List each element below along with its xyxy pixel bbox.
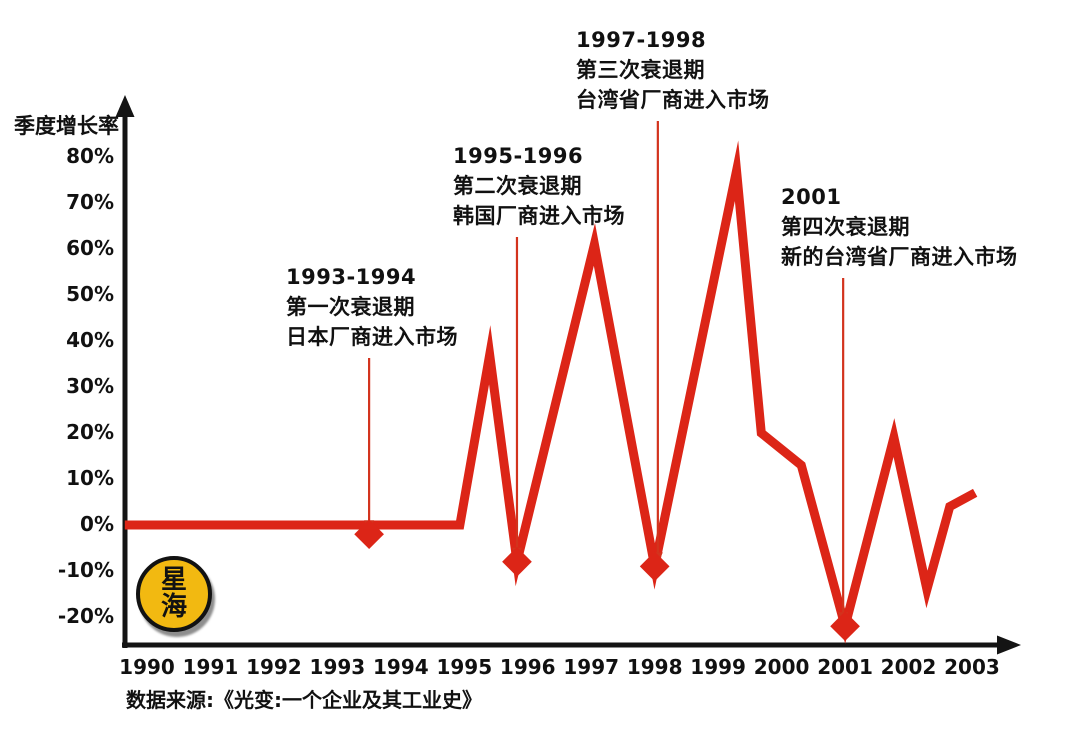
x-tick-label: 1998 [626, 655, 683, 679]
axes [115, 95, 1021, 655]
x-tick-label: 1995 [436, 655, 493, 679]
y-axis-arrowhead-icon [115, 95, 135, 117]
x-tick-label: 1994 [372, 655, 429, 679]
x-tick-label: 1991 [182, 655, 239, 679]
x-tick-label: 1997 [563, 655, 620, 679]
annotation-line: 新的台湾省厂商进入市场 [781, 245, 1018, 269]
x-tick-label: 1993 [309, 655, 366, 679]
y-tick-label: 10% [66, 466, 114, 490]
x-tick-label: 1992 [246, 655, 302, 679]
y-tick-label: 30% [66, 374, 114, 398]
annotation-block-3: 1997-1998 第三次衰退期台湾省厂商进入市场 [576, 25, 770, 115]
y-tick-label: 50% [66, 282, 114, 306]
annotation-block-2: 1995-1996 第二次衰退期韩国厂商进入市场 [453, 141, 625, 231]
x-tick-label: 2002 [880, 655, 937, 679]
y-tick-label: 40% [66, 328, 114, 352]
growth-rate-line [124, 140, 978, 644]
data-source: 数据来源:《光变:一个企业及其工业史》 [126, 688, 482, 712]
recession-diamond-marker [502, 546, 532, 577]
x-tick-label: 2001 [817, 655, 873, 679]
x-tick-label: 1990 [119, 655, 175, 679]
annotation-line: 第三次衰退期 [576, 58, 705, 82]
recession-diamond-marker [830, 611, 860, 642]
annotation-line: 日本厂商进入市场 [286, 325, 458, 349]
x-tick-label: 1999 [690, 655, 746, 679]
y-tick-label: -10% [57, 558, 114, 582]
annotation-line: 第四次衰退期 [781, 215, 910, 239]
x-tick-label: 2003 [944, 655, 1000, 679]
recession-diamond-marker [639, 551, 670, 582]
annotation-line: 1997-1998 [576, 28, 707, 52]
series-line [124, 140, 978, 644]
y-axis-title: 季度增长率 [14, 114, 119, 138]
annotation-line: 1995-1996 [453, 144, 584, 168]
annotation-line: 台湾省厂商进入市场 [576, 88, 770, 112]
y-tick-label: -20% [57, 604, 114, 628]
xinghai-logo: 星 海 [136, 556, 212, 632]
recession-markers [354, 519, 860, 642]
y-tick-label: 20% [66, 420, 114, 444]
x-tick-label: 1996 [499, 655, 556, 679]
annotation-line: 第二次衰退期 [453, 174, 582, 198]
annotation-line: 第一次衰退期 [286, 295, 415, 319]
annotation-line: 2001 [781, 185, 842, 209]
logo-char-top: 星 [160, 565, 187, 595]
y-tick-label: 80% [66, 144, 114, 168]
y-tick-label: 70% [66, 190, 114, 214]
x-axis-arrowhead-icon [997, 635, 1021, 655]
annotation-line: 韩国厂商进入市场 [453, 204, 625, 228]
annotation-block-1: 1993-1994 第一次衰退期日本厂商进入市场 [286, 262, 458, 352]
annotation-line: 1993-1994 [286, 265, 417, 289]
y-tick-label: 0% [80, 512, 114, 536]
logo-char-bottom: 海 [160, 592, 187, 622]
x-tick-label: 2000 [753, 655, 810, 679]
annotation-block-4: 2001 第四次衰退期新的台湾省厂商进入市场 [781, 182, 1018, 272]
y-tick-label: 60% [66, 236, 114, 260]
